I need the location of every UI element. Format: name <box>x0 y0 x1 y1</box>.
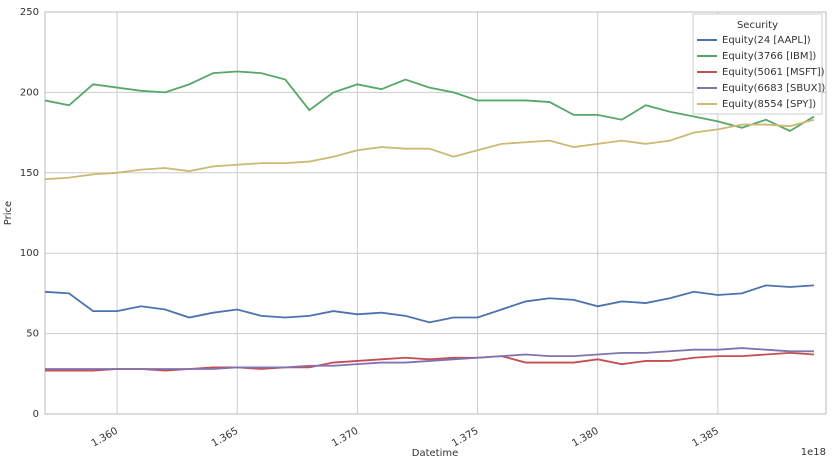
legend-label: Equity(8554 [SPY]) <box>722 99 816 110</box>
plot-frame <box>44 11 827 415</box>
series-line <box>45 347 814 370</box>
series-line <box>44 118 815 181</box>
legend-label: Equity(24 [AAPL]) <box>722 35 811 46</box>
legend-box <box>692 13 823 115</box>
series-line <box>44 284 815 324</box>
x-tick-label: 1.380 <box>570 426 600 450</box>
y-tick-label: 0 <box>33 409 39 420</box>
y-tick-label: 250 <box>20 7 39 18</box>
x-tick-label: 1.370 <box>330 426 360 450</box>
x-axis-label: Datetime <box>412 448 459 459</box>
legend-label: Equity(5061 [MSFT]) <box>722 67 825 78</box>
legend-label: Equity(3766 [IBM]) <box>722 51 816 62</box>
legend-title: Security <box>737 20 778 31</box>
x-tick-label: 1.365 <box>210 426 240 450</box>
series-line <box>45 351 815 372</box>
y-tick-label: 150 <box>20 168 39 179</box>
x-tick-label: 1.375 <box>450 426 480 450</box>
y-tick-label: 100 <box>20 248 39 259</box>
y-axis-label: Price <box>3 201 14 225</box>
x-tick-label: 1.385 <box>691 426 721 450</box>
series-line <box>44 70 815 133</box>
y-tick-label: 50 <box>26 329 39 340</box>
x-offset-label: 1e18 <box>801 447 826 458</box>
x-tick-label: 1.360 <box>90 426 120 450</box>
y-tick-label: 200 <box>20 87 39 98</box>
legend-label: Equity(6683 [SBUX]) <box>722 83 825 94</box>
